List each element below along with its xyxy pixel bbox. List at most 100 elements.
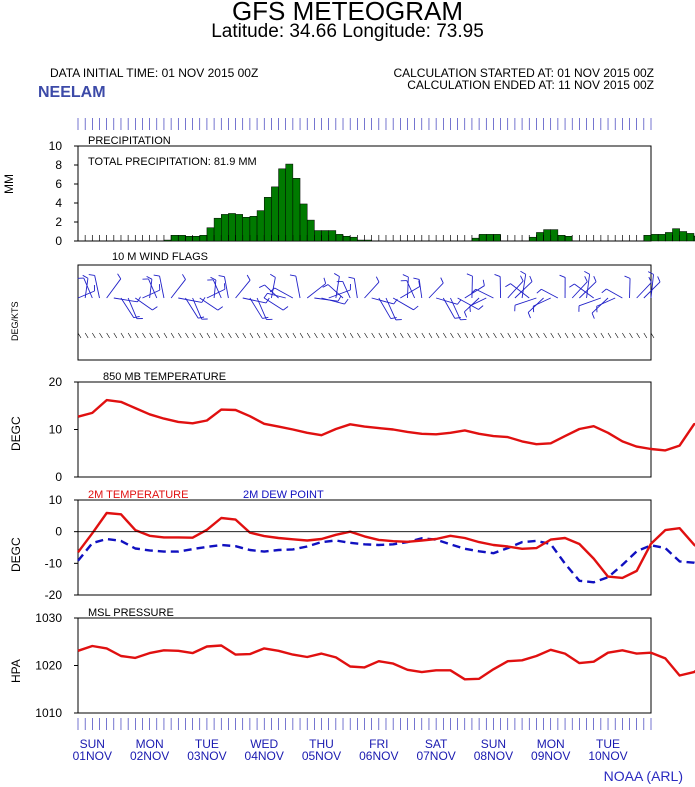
y-tick-label-precipitation: 0 [55, 234, 62, 248]
wind-flag [378, 297, 392, 319]
wind-dir-mark [306, 332, 311, 339]
wind-dir-mark [271, 332, 275, 339]
wind-flag-barb [457, 299, 462, 305]
day-date: 01NOV [72, 749, 112, 763]
wind-dir-mark [464, 332, 469, 339]
calc-started: CALCULATION STARTED AT: 01 NOV 2015 00Z [393, 66, 654, 80]
wind-flag [83, 277, 93, 299]
precip-bar [235, 214, 243, 242]
wind-dir-mark [443, 332, 447, 339]
wind-dir-mark [586, 332, 590, 339]
wind-flag [521, 274, 527, 299]
wind-dir-mark [106, 332, 110, 339]
day-weekday: FRI [369, 737, 389, 751]
wind-flag-barb [529, 275, 533, 282]
wind-flag [267, 292, 286, 299]
wind-flag-barb [337, 295, 342, 302]
wind-dir-mark [650, 332, 655, 339]
wind-dir-mark [328, 332, 332, 339]
precip-bar [536, 232, 544, 242]
wind-dir-mark [278, 332, 282, 339]
wind-dir-mark [629, 332, 633, 339]
y-tick-label-pressure: 1030 [35, 611, 62, 625]
wind-flag [371, 297, 394, 305]
wind-flag [235, 279, 251, 299]
day-label: MON 02NOV [125, 738, 175, 762]
precip-bar [306, 219, 315, 242]
wind-flag [606, 288, 623, 299]
wind-dir-mark [256, 332, 261, 339]
precip-bar [242, 217, 251, 242]
wind-dir-mark [450, 332, 454, 339]
wind-dir-mark [156, 332, 161, 339]
wind-flag [274, 287, 294, 299]
wind-dir-mark [321, 332, 325, 339]
wind-flag [120, 297, 135, 318]
wind-dir-mark [292, 332, 297, 339]
panel-frame-t850 [77, 381, 652, 478]
wind-flag [533, 297, 551, 307]
wind-dir-mark [493, 332, 497, 339]
wind-dir-mark [142, 332, 146, 339]
wind-flag-barb [471, 288, 477, 294]
wind-dir-mark [84, 332, 89, 339]
wind-flag [510, 283, 530, 299]
wind-flag [327, 284, 344, 299]
day-date: 02NOV [129, 749, 170, 763]
precip-bar [299, 203, 308, 242]
wind-dir-mark [500, 332, 504, 339]
wind-dir-mark [571, 332, 576, 339]
wind-flag [407, 276, 409, 299]
wind-flag-barb [440, 277, 444, 284]
panel-frame-t2m [77, 499, 652, 596]
y-tick-label-t2m: 0 [55, 525, 62, 539]
y-tick-label-precipitation: 4 [55, 196, 62, 210]
wind-flag [578, 297, 602, 307]
calc-ended: CALCULATION ENDED AT: 11 NOV 2015 00Z [407, 78, 654, 92]
wind-flag-barb [269, 287, 275, 293]
wind-dir-mark [342, 332, 347, 339]
y-tick-label-pressure: 1010 [35, 706, 62, 720]
wind-flag-barb [210, 276, 217, 281]
day-weekday: SAT [424, 737, 448, 751]
wind-dir-mark [127, 332, 132, 339]
wind-flag-barb [536, 288, 542, 294]
precip-bar [342, 236, 351, 242]
wind-flag-barb [593, 275, 597, 282]
wind-dir-mark [507, 332, 512, 339]
day-label: SUN 08NOV [468, 738, 518, 762]
wind-dir-mark [357, 332, 361, 339]
wind-dir-mark [235, 332, 239, 339]
day-weekday: WED [250, 737, 279, 751]
wind-dir-mark [249, 332, 254, 339]
wind-dir-mark [486, 332, 490, 339]
pressure-series-line [77, 644, 695, 681]
wind-flag-barb [657, 276, 661, 283]
wind-flag [418, 279, 423, 299]
pres-ylabel: HPA [9, 659, 23, 683]
wind-flag-barb [88, 274, 95, 276]
wind-flag-barb [282, 306, 289, 311]
wind-flag-barb [152, 306, 158, 311]
panel-frames [77, 145, 652, 714]
precip-bar [672, 228, 680, 242]
wind-dir-mark [120, 332, 125, 339]
day-label: MON 09NOV [526, 738, 576, 762]
wind-flag-barb [137, 296, 141, 303]
wind-dir-mark [471, 332, 476, 339]
t850-ylabel: DEGC [9, 416, 23, 451]
t2m-title: 2M TEMPERATURE [88, 489, 189, 501]
wind-dir-mark [478, 332, 483, 339]
precip-bar [471, 237, 480, 242]
wind-dir-mark [428, 332, 433, 339]
day-weekday: MON [536, 737, 565, 751]
wind-flag [342, 281, 351, 299]
wind-flag [127, 297, 138, 319]
wind-dir-mark [435, 332, 440, 339]
wind-flag [142, 289, 160, 299]
wind-dir-mark [543, 332, 547, 339]
t850-title: 850 MB TEMPERATURE [103, 371, 227, 383]
wind-flag-barb [334, 273, 340, 277]
wind-dir-mark [457, 332, 461, 339]
